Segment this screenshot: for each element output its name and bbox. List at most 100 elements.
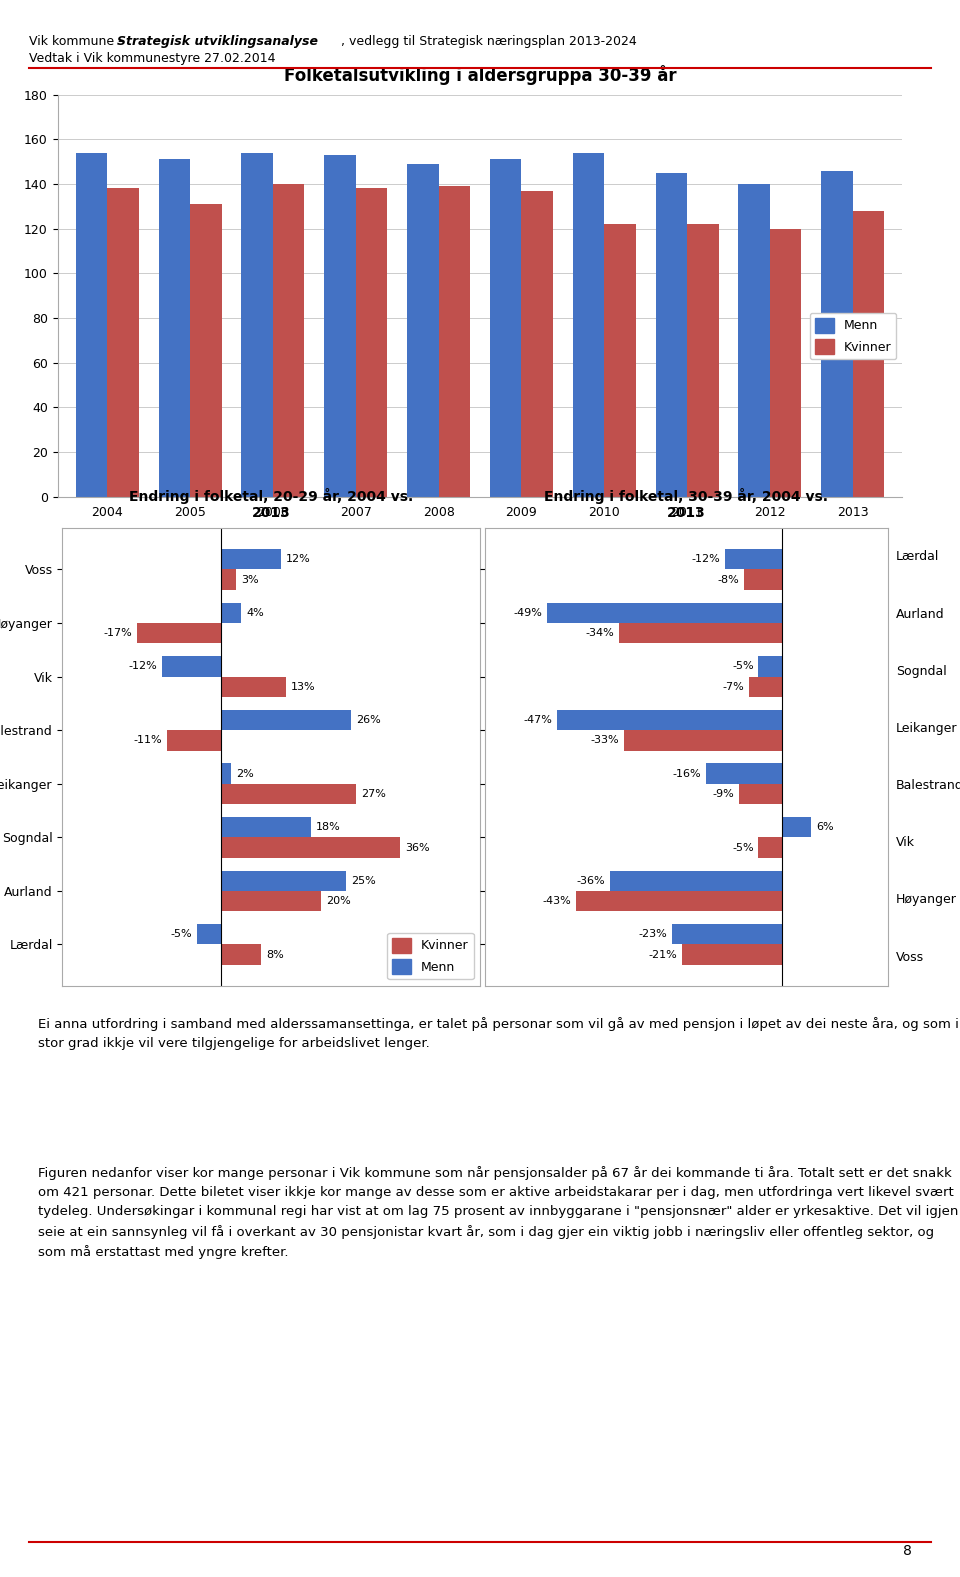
Bar <box>744 569 782 590</box>
Text: -34%: -34% <box>586 628 614 639</box>
Text: 8%: 8% <box>266 949 284 960</box>
Text: -11%: -11% <box>133 735 162 746</box>
Text: -5%: -5% <box>732 842 754 853</box>
Bar <box>758 837 782 858</box>
Text: -7%: -7% <box>722 681 744 692</box>
Bar <box>672 924 782 945</box>
Bar <box>190 203 222 497</box>
Bar <box>324 155 356 497</box>
Text: 18%: 18% <box>316 822 341 833</box>
Bar <box>738 185 770 497</box>
Title: Endring i folketal, 20-29 år, 2004 vs.
2013: Endring i folketal, 20-29 år, 2004 vs. 2… <box>129 487 414 520</box>
Bar <box>222 569 236 590</box>
Bar <box>490 159 521 497</box>
Bar <box>547 602 782 623</box>
Bar <box>407 164 439 497</box>
Bar <box>770 229 802 497</box>
Bar <box>222 871 346 891</box>
Text: Strategisk utviklingsanalyse: Strategisk utviklingsanalyse <box>117 35 318 47</box>
Bar <box>162 656 222 677</box>
Bar <box>682 945 782 965</box>
Bar <box>222 677 286 697</box>
Title: Endring i folketal, 30-39 år, 2004 vs.
2013: Endring i folketal, 30-39 år, 2004 vs. 2… <box>544 487 828 520</box>
Bar <box>604 224 636 497</box>
Text: -47%: -47% <box>523 714 552 725</box>
Bar <box>222 549 281 569</box>
Bar <box>576 891 782 912</box>
Bar <box>197 924 222 945</box>
Text: -12%: -12% <box>691 554 720 565</box>
Bar <box>222 891 321 912</box>
Bar <box>706 763 782 784</box>
Bar <box>687 224 718 497</box>
Text: , vedlegg til Strategisk næringsplan 2013-2024: , vedlegg til Strategisk næringsplan 201… <box>341 35 636 47</box>
Text: Aurland: Aurland <box>896 607 945 620</box>
Text: 13%: 13% <box>291 681 316 692</box>
Text: Vedtak i Vik kommunestyre 27.02.2014: Vedtak i Vik kommunestyre 27.02.2014 <box>29 52 276 65</box>
Text: 20%: 20% <box>325 896 350 907</box>
Bar <box>557 710 782 730</box>
Bar <box>222 602 241 623</box>
Bar <box>656 173 687 497</box>
Bar <box>273 185 304 497</box>
Text: 26%: 26% <box>356 714 380 725</box>
Text: Sogndal: Sogndal <box>896 665 947 678</box>
Bar <box>222 763 231 784</box>
Text: -12%: -12% <box>128 661 156 672</box>
Bar <box>108 188 139 497</box>
Bar <box>619 623 782 643</box>
Text: 27%: 27% <box>361 788 386 800</box>
Legend: Kvinner, Menn: Kvinner, Menn <box>388 932 473 979</box>
Text: Vik kommune –: Vik kommune – <box>29 35 129 47</box>
Text: -36%: -36% <box>576 875 605 886</box>
Text: -16%: -16% <box>672 768 701 779</box>
Bar <box>242 153 273 497</box>
Text: Høyanger: Høyanger <box>896 894 957 907</box>
Bar <box>852 211 884 497</box>
Bar <box>158 159 190 497</box>
Text: -5%: -5% <box>170 929 192 940</box>
Bar <box>610 871 782 891</box>
Bar <box>439 186 470 497</box>
Bar <box>749 677 782 697</box>
Text: 36%: 36% <box>405 842 430 853</box>
Bar <box>624 730 782 751</box>
Text: 6%: 6% <box>816 822 833 833</box>
Bar <box>821 170 852 497</box>
Text: 3%: 3% <box>241 574 259 585</box>
Bar <box>222 710 350 730</box>
Bar <box>76 153 108 497</box>
Legend: Menn, Kvinner: Menn, Kvinner <box>810 312 896 360</box>
Title: Folketalsutvikling i aldersgruppa 30-39 år: Folketalsutvikling i aldersgruppa 30-39 … <box>284 65 676 85</box>
Bar <box>222 837 400 858</box>
Text: -17%: -17% <box>104 628 132 639</box>
Bar <box>758 656 782 677</box>
Bar <box>739 784 782 804</box>
Text: -49%: -49% <box>514 607 542 618</box>
Text: -5%: -5% <box>732 661 754 672</box>
Text: -23%: -23% <box>638 929 667 940</box>
Text: Ei anna utfordring i samband med alderssamansettinga, er talet på personar som v: Ei anna utfordring i samband med alderss… <box>38 1017 959 1050</box>
Bar <box>521 191 553 497</box>
Bar <box>137 623 222 643</box>
Bar <box>725 549 782 569</box>
Text: 12%: 12% <box>286 554 311 565</box>
Bar <box>782 817 811 837</box>
Text: Lærdal: Lærdal <box>896 550 940 563</box>
Text: 25%: 25% <box>350 875 375 886</box>
Text: Figuren nedanfor viser kor mange personar i Vik kommune som når pensjonsalder på: Figuren nedanfor viser kor mange persona… <box>38 1167 959 1260</box>
Text: Vik: Vik <box>896 836 915 848</box>
Bar <box>222 784 356 804</box>
Text: -33%: -33% <box>590 735 619 746</box>
Bar <box>573 153 604 497</box>
Text: -43%: -43% <box>542 896 571 907</box>
Text: 4%: 4% <box>247 607 264 618</box>
Text: Voss: Voss <box>896 951 924 964</box>
Bar <box>356 188 387 497</box>
Bar <box>222 817 311 837</box>
Text: 2%: 2% <box>236 768 254 779</box>
Text: -8%: -8% <box>717 574 739 585</box>
Text: 8: 8 <box>903 1544 912 1558</box>
Bar <box>222 945 261 965</box>
Text: -9%: -9% <box>712 788 734 800</box>
